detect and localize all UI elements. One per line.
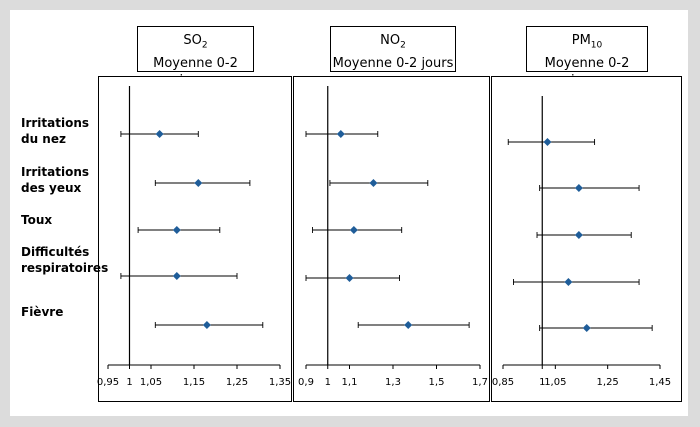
estimate-point: [155, 130, 164, 138]
panel-pm10: [491, 76, 682, 402]
header-subtitle: Moyenne 0-2 jours: [332, 55, 454, 71]
row-label-difficultes: Difficultés respiratoires: [21, 245, 109, 275]
x-tick-label: 1,15: [183, 377, 205, 388]
x-tick-label: 1,25: [226, 377, 248, 388]
x-tick-label: 1,1: [342, 377, 358, 388]
estimate-point: [194, 179, 203, 187]
x-tick-label: 0,85: [492, 377, 514, 388]
estimate-point: [574, 184, 583, 192]
x-tick-label: 1,35: [269, 377, 291, 388]
estimate-point: [345, 274, 354, 282]
x-tick-label: 1,45: [649, 377, 671, 388]
header-pollutant: SO: [183, 33, 202, 48]
panel-so2: [98, 76, 292, 402]
header-pollutant: PM: [571, 33, 591, 48]
estimate-point: [574, 231, 583, 239]
row-label-irritations-nez: Irritations du nez: [21, 116, 90, 146]
x-tick-label: 1,5: [429, 377, 445, 388]
header-pollutant: NO: [380, 33, 401, 48]
x-tick-label: 1,7: [472, 377, 488, 388]
panel-no2: [293, 76, 490, 402]
header-subscript: 2: [400, 40, 406, 51]
estimate-point: [172, 272, 181, 280]
row-label-irritations-yeux: Irritations des yeux: [21, 165, 90, 195]
x-tick-label: 0,95: [97, 377, 119, 388]
header-subscript: 2: [201, 40, 208, 51]
row-label-fievre: Fièvre: [21, 305, 64, 319]
estimate-point: [404, 321, 413, 329]
estimate-point: [349, 226, 358, 234]
header-subscript: 10: [590, 40, 603, 51]
estimate-point: [543, 138, 552, 146]
x-tick-label: 1: [126, 377, 132, 388]
x-tick-label: 1,3: [385, 377, 401, 388]
x-tick-label: 1: [539, 377, 545, 388]
estimate-point: [564, 278, 573, 286]
x-tick-label: 1,05: [140, 377, 162, 388]
x-tick-label: 0,9: [298, 377, 314, 388]
estimate-point: [369, 179, 378, 187]
row-label-toux: Toux: [21, 213, 53, 227]
estimate-point: [202, 321, 211, 329]
header-no2: NO2 Moyenne 0-2 jours: [330, 26, 456, 72]
x-tick-label: 1,25: [597, 377, 619, 388]
x-tick-label: 1: [325, 377, 331, 388]
estimate-point: [172, 226, 181, 234]
estimate-point: [336, 130, 345, 138]
estimate-point: [582, 324, 591, 332]
x-tick-label: 1,05: [544, 377, 566, 388]
